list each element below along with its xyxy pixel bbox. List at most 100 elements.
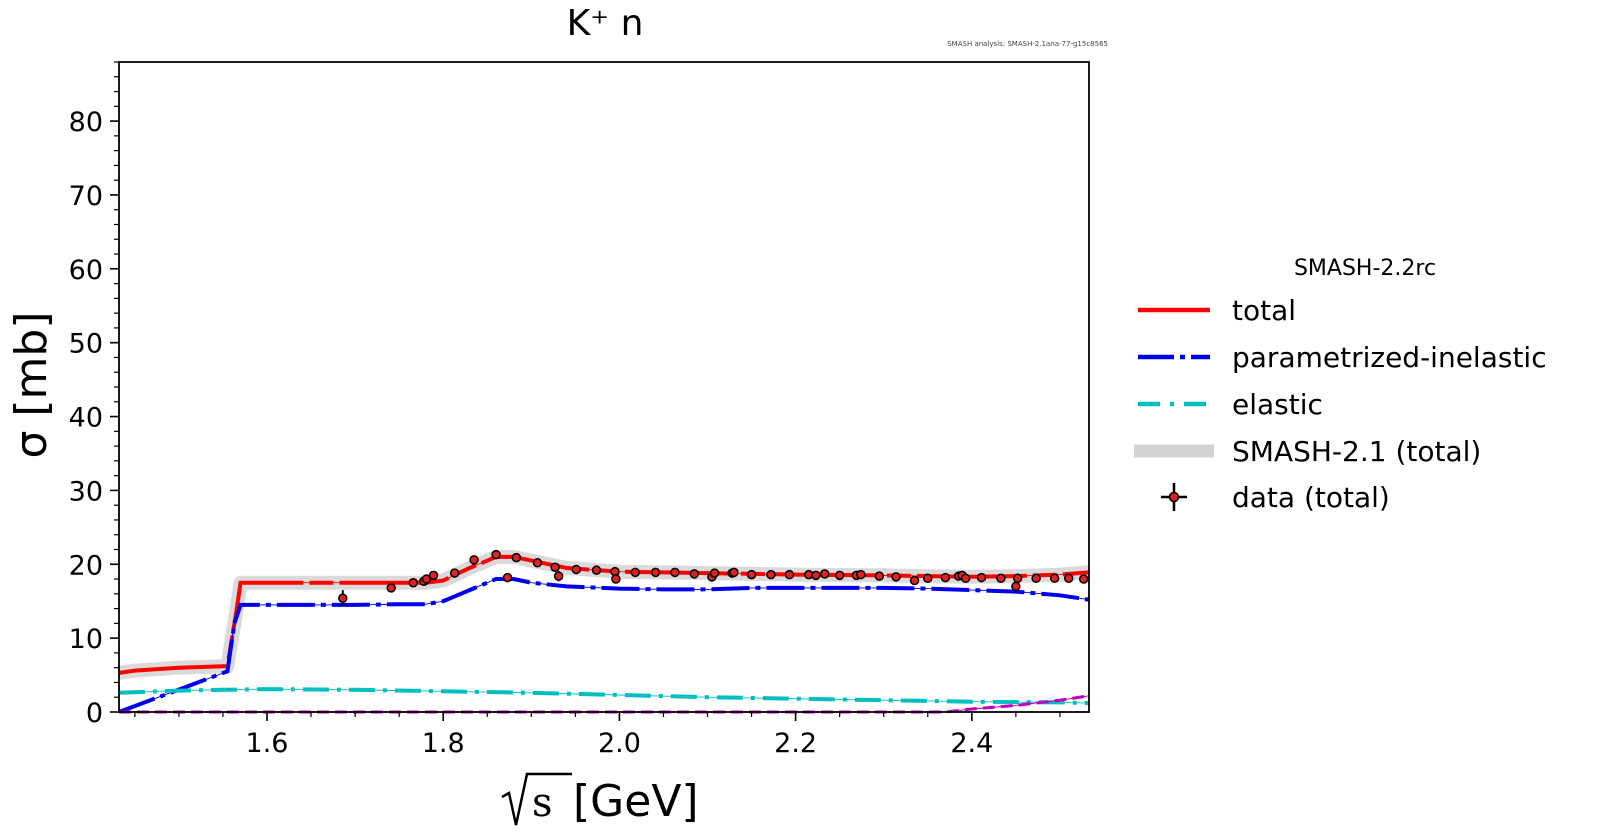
data-point	[1011, 581, 1021, 592]
x-axis-label-unit: [GeV]	[573, 776, 699, 827]
data-point-marker	[1063, 573, 1074, 584]
y-tick-label: 50	[69, 329, 103, 360]
legend-entries: total parametrized-inelastic elastic SMASH-…	[1134, 294, 1547, 514]
data-point	[1049, 573, 1060, 584]
data-point-marker	[650, 567, 661, 578]
legend-item-total: total	[1138, 294, 1296, 327]
data-point	[923, 573, 933, 584]
data-point-marker	[428, 570, 439, 581]
data-point	[996, 573, 1006, 584]
data-point-marker	[611, 574, 621, 584]
data-point-marker	[856, 569, 866, 580]
data-point-marker	[1049, 573, 1060, 584]
data-point-marker	[591, 565, 602, 575]
data-point	[491, 549, 501, 560]
data-point-marker	[834, 570, 845, 581]
data-point	[874, 571, 885, 581]
data-point	[408, 577, 419, 588]
legend-label: data (total)	[1232, 481, 1390, 514]
legend-label: total	[1232, 294, 1296, 327]
data-point	[511, 552, 522, 563]
data-point	[819, 569, 830, 579]
data-point	[532, 558, 543, 568]
data-point	[1012, 573, 1023, 584]
y-axis: 0 10 20 30 40 50 60 70 80	[69, 61, 119, 729]
x-axis-label-root: s	[532, 780, 553, 826]
data-point	[909, 575, 920, 586]
x-tick-label: 1.6	[246, 728, 289, 759]
data-point	[891, 572, 901, 582]
data-point	[811, 570, 821, 581]
legend-item-elastic: elastic	[1138, 388, 1323, 421]
legend-item-inelastic: parametrized-inelastic	[1138, 341, 1547, 374]
data-point-marker	[940, 572, 951, 583]
data-point-marker	[449, 568, 460, 578]
y-tick-label: 70	[69, 181, 103, 212]
data-point	[1078, 574, 1089, 584]
y-tick-label: 80	[69, 107, 103, 138]
data-point-marker	[421, 574, 432, 584]
data-point-marker	[874, 571, 885, 581]
legend: SMASH-2.2rc total parametrized-inelastic e…	[1134, 256, 1547, 514]
legend-item-smash-2-1: SMASH-2.1 (total)	[1134, 435, 1481, 468]
data-point-marker	[670, 567, 680, 578]
data-point-marker	[1011, 581, 1021, 592]
data-point	[976, 572, 987, 583]
x-tick-label: 2.2	[774, 728, 817, 759]
data-point-marker	[909, 575, 920, 586]
chart-title: K⁺ n	[567, 3, 644, 44]
data-point	[610, 566, 620, 577]
x-tick-label: 2.4	[950, 728, 993, 759]
data-point	[709, 568, 720, 578]
data-point	[784, 569, 795, 580]
data-point-marker	[338, 593, 348, 603]
data-point-marker	[511, 552, 522, 563]
data-point-marker	[1031, 573, 1041, 584]
data-point-marker	[996, 573, 1006, 584]
legend-swatch-marker	[1168, 491, 1180, 503]
data-point-marker	[960, 573, 971, 584]
data-point	[689, 569, 700, 579]
data-point-marker	[408, 577, 419, 588]
data-point	[591, 565, 602, 575]
data-point	[386, 583, 396, 593]
data-point	[428, 570, 439, 581]
data-point	[502, 572, 513, 583]
y-tick-label: 10	[69, 624, 103, 655]
data-point-marker	[630, 567, 641, 578]
data-point	[1063, 573, 1074, 584]
elastic-line	[118, 687, 1090, 706]
data-point-marker	[923, 573, 933, 584]
data-point	[338, 590, 348, 607]
legend-label: elastic	[1232, 388, 1323, 421]
legend-label: parametrized-inelastic	[1232, 341, 1547, 374]
y-axis-label: σ [mb]	[6, 312, 57, 459]
version-watermark: SMASH analysis: SMASH-2.1ana-77-g15c8565	[947, 40, 1108, 48]
data-point	[449, 568, 460, 578]
data-point	[630, 567, 641, 578]
data-point-marker	[746, 569, 757, 580]
data-point	[940, 572, 951, 583]
legend-item-data: data (total)	[1161, 481, 1390, 514]
y-tick-label: 0	[86, 698, 103, 729]
data-point	[670, 567, 680, 578]
data-point-marker	[553, 571, 564, 581]
y-tick-label: 60	[69, 255, 103, 286]
data-point-marker	[571, 564, 581, 575]
y-tick-label: 40	[69, 403, 103, 434]
sqrt-symbol	[501, 772, 572, 826]
legend-title: SMASH-2.2rc	[1294, 256, 1436, 281]
legend-label: SMASH-2.1 (total)	[1232, 435, 1481, 468]
data-points-layer	[338, 549, 1089, 607]
x-tick-label: 2.0	[598, 728, 641, 759]
data-point	[553, 570, 564, 582]
data-point-marker	[819, 569, 830, 579]
data-point	[834, 570, 845, 581]
data-point-marker	[491, 549, 501, 560]
y-tick-label: 30	[69, 476, 103, 507]
data-point	[611, 574, 621, 584]
data-point-marker	[532, 558, 543, 568]
data-point-marker	[976, 572, 987, 583]
x-axis-label: s [GeV]	[501, 772, 699, 827]
